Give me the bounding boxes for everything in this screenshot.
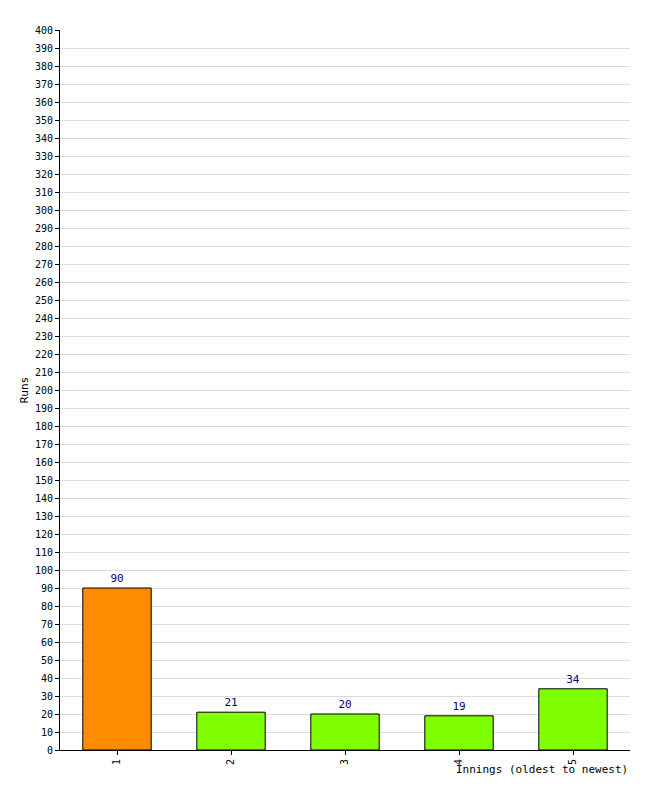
svg-text:100: 100 [35, 565, 53, 576]
svg-text:Innings (oldest to newest): Innings (oldest to newest) [456, 763, 628, 776]
svg-text:(C) 2001-2015 Cricket Web (www: (C) 2001-2015 Cricket Web (www.cricketwe… [2, 799, 307, 800]
svg-text:160: 160 [35, 457, 53, 468]
svg-text:190: 190 [35, 403, 53, 414]
svg-text:240: 240 [35, 313, 53, 324]
svg-text:5: 5 [567, 759, 578, 765]
svg-text:340: 340 [35, 133, 53, 144]
svg-text:19: 19 [452, 700, 465, 713]
svg-text:230: 230 [35, 331, 53, 342]
svg-text:130: 130 [35, 511, 53, 522]
svg-text:260: 260 [35, 277, 53, 288]
svg-text:360: 360 [35, 97, 53, 108]
svg-text:2: 2 [225, 759, 236, 765]
svg-text:140: 140 [35, 493, 53, 504]
svg-text:90: 90 [41, 583, 53, 594]
svg-text:290: 290 [35, 223, 53, 234]
svg-text:390: 390 [35, 43, 53, 54]
svg-text:150: 150 [35, 475, 53, 486]
svg-text:120: 120 [35, 529, 53, 540]
svg-text:180: 180 [35, 421, 53, 432]
svg-text:330: 330 [35, 151, 53, 162]
svg-text:60: 60 [41, 637, 53, 648]
svg-text:250: 250 [35, 295, 53, 306]
svg-text:4: 4 [453, 759, 464, 765]
svg-text:320: 320 [35, 169, 53, 180]
svg-text:70: 70 [41, 619, 53, 630]
svg-text:270: 270 [35, 259, 53, 270]
svg-text:34: 34 [566, 673, 580, 686]
svg-text:80: 80 [41, 601, 53, 612]
svg-text:280: 280 [35, 241, 53, 252]
svg-text:90: 90 [110, 572, 123, 585]
svg-text:380: 380 [35, 61, 53, 72]
svg-text:Runs: Runs [18, 377, 31, 404]
svg-text:350: 350 [35, 115, 53, 126]
svg-text:170: 170 [35, 439, 53, 450]
svg-text:40: 40 [41, 673, 53, 684]
svg-text:400: 400 [35, 25, 53, 36]
svg-text:310: 310 [35, 187, 53, 198]
svg-text:3: 3 [339, 759, 350, 765]
svg-text:0: 0 [47, 745, 53, 756]
svg-text:10: 10 [41, 727, 53, 738]
svg-text:20: 20 [338, 698, 351, 711]
svg-text:220: 220 [35, 349, 53, 360]
svg-text:370: 370 [35, 79, 53, 90]
svg-text:300: 300 [35, 205, 53, 216]
svg-text:210: 210 [35, 367, 53, 378]
svg-text:50: 50 [41, 655, 53, 666]
svg-text:30: 30 [41, 691, 53, 702]
svg-text:20: 20 [41, 709, 53, 720]
svg-text:1: 1 [111, 759, 122, 765]
svg-text:200: 200 [35, 385, 53, 396]
svg-text:110: 110 [35, 547, 53, 558]
svg-text:21: 21 [224, 696, 237, 709]
